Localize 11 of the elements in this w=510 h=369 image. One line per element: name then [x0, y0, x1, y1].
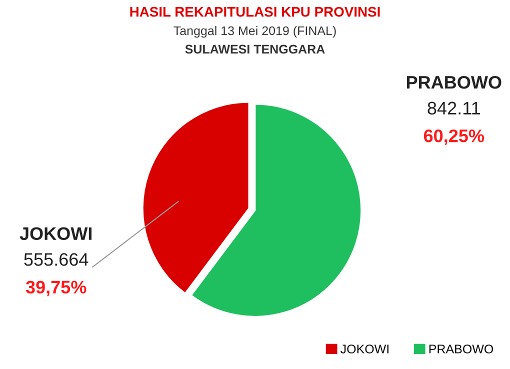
text: 555.664: [24, 253, 88, 266]
data-label: 60,25%: [424, 129, 484, 145]
legend-label: JOKOWI: [340, 344, 388, 354]
data-label: 39,75%: [26, 280, 86, 296]
chart-subtitle: Tanggal 13 Mei 2019 (FINAL): [174, 26, 336, 38]
legend-label: PRABOWO: [429, 344, 494, 354]
text: SULAWESI TENGGARA: [185, 44, 325, 54]
slice-label: PRABOWO: [406, 76, 502, 89]
text: 842.11: [428, 102, 480, 115]
chart-title: HASIL REKAPITULASI KPU PROVINSI: [130, 6, 380, 17]
slice-label: JOKOWI: [20, 227, 92, 240]
